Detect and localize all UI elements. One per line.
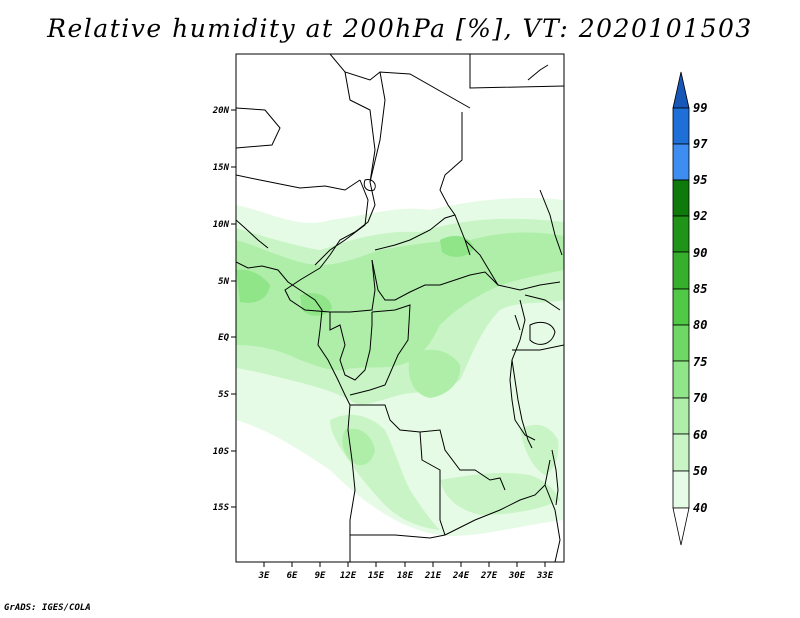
colorbar-box-70 [672, 397, 690, 435]
rh-60-70-band [236, 232, 564, 371]
colorbar-label-90: 90 [693, 246, 707, 260]
congo-drc-border [349, 304, 411, 396]
lake-tanganyika [511, 359, 533, 449]
lon-label-6e: 6E [287, 571, 298, 581]
lake-albert [514, 314, 521, 331]
lon-label-21e: 21E [424, 571, 442, 581]
lon-label-24e: 24E [452, 571, 470, 581]
chad-niger-border [344, 71, 376, 183]
colorbar-box-92 [672, 215, 690, 253]
colorbar-box-95 [672, 179, 690, 217]
colorbar-box-75 [672, 360, 690, 399]
lat-label-10s: 10S [213, 447, 230, 457]
angola-zambia-border [419, 431, 446, 536]
lat-label-15n: 15N [213, 163, 230, 173]
colorbar-top-arrow [672, 71, 690, 109]
colorbar-label-85: 85 [693, 282, 707, 296]
lon-label-3e: 3E [258, 571, 270, 581]
lat-label-eq: EQ [218, 333, 229, 343]
colorbar-label-40: 40 [693, 501, 707, 515]
car-south-border [371, 259, 499, 301]
colorbar-box-85 [672, 288, 690, 326]
colorbar-label-92: 92 [693, 209, 707, 223]
colorbar-label-70: 70 [693, 391, 707, 405]
colorbar-label-99: 99 [693, 101, 707, 115]
gabon-congo-border [329, 312, 373, 381]
rh-60-70-blob-2 [342, 428, 375, 466]
lon-label-15e: 15E [368, 571, 385, 581]
niger-nigeria-border [236, 174, 361, 191]
colorbar [672, 71, 690, 546]
country-borders [236, 54, 564, 562]
colorbar-box-50 [672, 470, 690, 509]
lakes [363, 179, 559, 506]
colorbar-label-95: 95 [693, 173, 707, 187]
grads-credit: GrADS: IGES/COLA [4, 603, 91, 613]
colorbar-labels: 99 97 95 92 90 85 80 75 70 60 50 40 [693, 101, 708, 515]
nigeria-cameroon-border [314, 179, 369, 266]
uganda-kenya-border [524, 294, 561, 311]
lat-label-10n: 10N [213, 220, 230, 230]
colorbar-box-97 [672, 143, 690, 181]
ethiopia-border [539, 189, 563, 256]
colorbar-box-99 [672, 107, 690, 145]
algeria-niger-mali-border [236, 107, 281, 149]
lake-victoria [529, 321, 556, 345]
libya-niger-border [329, 54, 471, 109]
colorbar-label-75: 75 [693, 355, 707, 369]
egypt-sudan-border [469, 54, 564, 89]
rh-70-75-spot-1 [236, 269, 270, 303]
latitude-axis: 20N 15N 10N 5N EQ 5S 10S 15S [212, 106, 236, 513]
lat-label-20n: 20N [212, 106, 230, 116]
lon-label-12e: 12E [340, 571, 357, 581]
colorbar-label-97: 97 [693, 137, 708, 151]
coastline-bight [236, 219, 269, 249]
colorbar-label-60: 60 [693, 428, 707, 442]
lon-label-27e: 27E [480, 571, 498, 581]
colorbar-box-80 [672, 324, 690, 362]
lat-label-5n: 5N [218, 277, 229, 287]
angola-namibia-border [350, 534, 446, 539]
rh-50-60-band-east [440, 472, 560, 515]
lon-label-18e: 18E [397, 571, 414, 581]
mozambique-border [544, 484, 561, 562]
plot-title: Relative humidity at 200hPa [%], VT: 202… [47, 14, 753, 43]
red-sea-coast [527, 64, 549, 81]
tanzania-border [512, 344, 564, 351]
lon-label-9e: 9E [315, 571, 326, 581]
car-chad-border [374, 214, 456, 251]
coastline-west [236, 261, 356, 562]
lon-label-30e: 30E [508, 571, 526, 581]
colorbar-label-80: 80 [693, 318, 707, 332]
humidity-shading [236, 198, 564, 537]
colorbar-box-90 [672, 251, 690, 290]
lat-label-15s: 15S [213, 503, 230, 513]
drc-east-border [509, 299, 536, 441]
drc-angola-border [350, 404, 506, 491]
lat-label-5s: 5S [218, 390, 229, 400]
map-frame [235, 53, 565, 563]
lon-label-33e: 33E [536, 571, 554, 581]
lake-chad [363, 179, 376, 191]
longitude-axis: 3E 6E 9E 12E 15E 18E 21E 24E 27E 30E 33E [258, 562, 554, 581]
rh-60-70-blob-1 [408, 349, 461, 398]
lake-malawi [551, 449, 559, 506]
colorbar-box-60 [672, 433, 690, 472]
south-sudan-border [464, 239, 561, 291]
sudan-chad-east-border [439, 112, 471, 256]
colorbar-bottom-arrow [672, 507, 690, 546]
colorbar-label-50: 50 [693, 464, 707, 478]
chad-sudan-border [319, 71, 386, 269]
